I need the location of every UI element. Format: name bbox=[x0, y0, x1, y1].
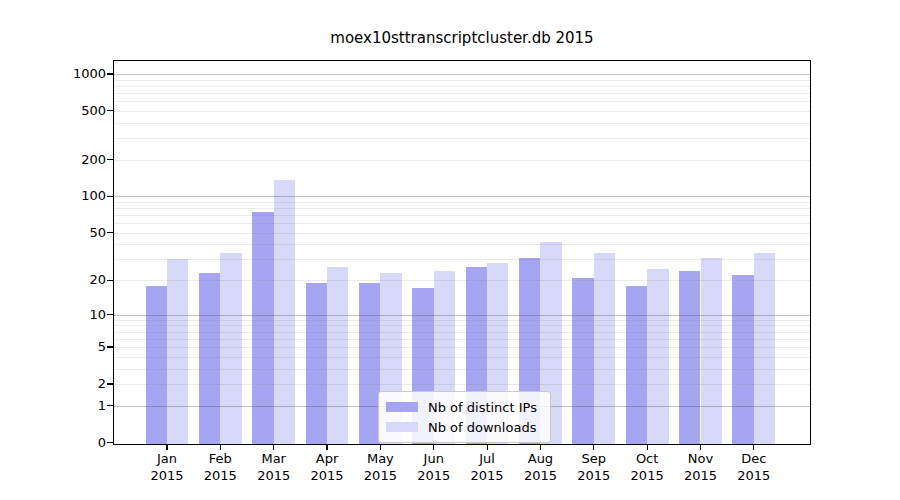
bar-oct-distinct-ips bbox=[626, 286, 647, 444]
y-tick-label-2: 2 bbox=[0, 376, 106, 392]
gridline-700 bbox=[114, 93, 810, 94]
gridline-20 bbox=[114, 280, 810, 281]
bar-mar-distinct-ips bbox=[252, 212, 273, 444]
bar-apr-downloads bbox=[327, 267, 348, 444]
gridline-3 bbox=[114, 369, 810, 370]
legend-swatch bbox=[386, 422, 418, 432]
y-tick-label-20: 20 bbox=[0, 272, 106, 288]
legend-label: Nb of distinct IPs bbox=[428, 400, 537, 415]
gridline-600 bbox=[114, 101, 810, 102]
y-tick-label-1000: 1000 bbox=[0, 66, 106, 82]
download-stats-chart: moex10sttranscriptcluster.db 2015 0 1 2 5 10… bbox=[0, 0, 900, 500]
x-tick-mark bbox=[540, 445, 541, 450]
bar-sep-downloads bbox=[594, 253, 615, 444]
x-tick-mark bbox=[326, 445, 327, 450]
y-tick-mark bbox=[107, 73, 113, 74]
bar-jan-downloads bbox=[167, 259, 188, 444]
x-tick-mark bbox=[753, 445, 754, 450]
y-tick-mark bbox=[107, 442, 113, 443]
plot-content bbox=[114, 61, 810, 444]
gridline-200 bbox=[114, 160, 810, 161]
gridline-50 bbox=[114, 233, 810, 234]
y-tick-label-50: 50 bbox=[0, 225, 106, 241]
y-tick-mark bbox=[107, 346, 113, 347]
y-tick-label-500: 500 bbox=[0, 103, 106, 119]
gridline-40 bbox=[114, 244, 810, 245]
y-tick-mark bbox=[107, 314, 113, 315]
chart-title: moex10sttranscriptcluster.db 2015 bbox=[113, 29, 811, 47]
bar-sep-distinct-ips bbox=[572, 278, 593, 444]
x-tick-mark bbox=[487, 445, 488, 450]
bar-dec-distinct-ips bbox=[732, 275, 753, 444]
gridline-6 bbox=[114, 339, 810, 340]
gridline-500 bbox=[114, 111, 810, 112]
legend-label: Nb of downloads bbox=[428, 420, 536, 435]
gridline-30 bbox=[114, 259, 810, 260]
bar-nov-downloads bbox=[701, 258, 722, 444]
y-tick-label-0: 0 bbox=[0, 435, 106, 451]
y-tick-mark bbox=[107, 383, 113, 384]
y-tick-label-10: 10 bbox=[0, 307, 106, 323]
legend-swatch bbox=[386, 402, 418, 412]
x-tick-mark bbox=[380, 445, 381, 450]
gridline-400 bbox=[114, 123, 810, 124]
bar-feb-distinct-ips bbox=[199, 273, 220, 444]
y-tick-mark bbox=[107, 405, 113, 406]
y-tick-mark bbox=[107, 232, 113, 233]
x-tick-mark bbox=[273, 445, 274, 450]
x-tick-mark bbox=[433, 445, 434, 450]
bar-dec-downloads bbox=[754, 253, 775, 444]
gridline-8 bbox=[114, 325, 810, 326]
gridline-70 bbox=[114, 215, 810, 216]
gridline-80 bbox=[114, 208, 810, 209]
x-tick-mark bbox=[593, 445, 594, 450]
gridline-2 bbox=[114, 384, 810, 385]
gridline-1000 bbox=[114, 74, 810, 75]
y-tick-label-200: 200 bbox=[0, 152, 106, 168]
gridline-100 bbox=[114, 196, 810, 197]
y-tick-mark bbox=[107, 196, 113, 197]
legend-row: Nb of distinct IPs bbox=[386, 397, 537, 417]
legend: Nb of distinct IPs Nb of downloads bbox=[378, 391, 551, 443]
y-tick-label-1: 1 bbox=[0, 398, 106, 414]
x-tick-mark bbox=[166, 445, 167, 450]
bar-mar-downloads bbox=[274, 180, 295, 444]
gridline-60 bbox=[114, 223, 810, 224]
gridline-800 bbox=[114, 86, 810, 87]
y-tick-mark bbox=[107, 280, 113, 281]
x-tick-mark bbox=[700, 445, 701, 450]
x-tick-mark bbox=[220, 445, 221, 450]
y-tick-mark bbox=[107, 110, 113, 111]
legend-row: Nb of downloads bbox=[386, 417, 537, 437]
x-tick-mark bbox=[647, 445, 648, 450]
gridline-300 bbox=[114, 138, 810, 139]
bar-apr-distinct-ips bbox=[306, 283, 327, 444]
gridline-7 bbox=[114, 332, 810, 333]
bar-jan-distinct-ips bbox=[146, 286, 167, 444]
gridline-9 bbox=[114, 320, 810, 321]
gridline-5 bbox=[114, 347, 810, 348]
x-tick-label-dec: Dec2015 bbox=[722, 451, 786, 484]
y-tick-label-5: 5 bbox=[0, 339, 106, 355]
bar-feb-downloads bbox=[220, 253, 241, 444]
gridline-90 bbox=[114, 202, 810, 203]
y-tick-label-100: 100 bbox=[0, 188, 106, 204]
gridline-900 bbox=[114, 80, 810, 81]
gridline-10 bbox=[114, 315, 810, 316]
gridline-4 bbox=[114, 357, 810, 358]
y-tick-mark bbox=[107, 159, 113, 160]
